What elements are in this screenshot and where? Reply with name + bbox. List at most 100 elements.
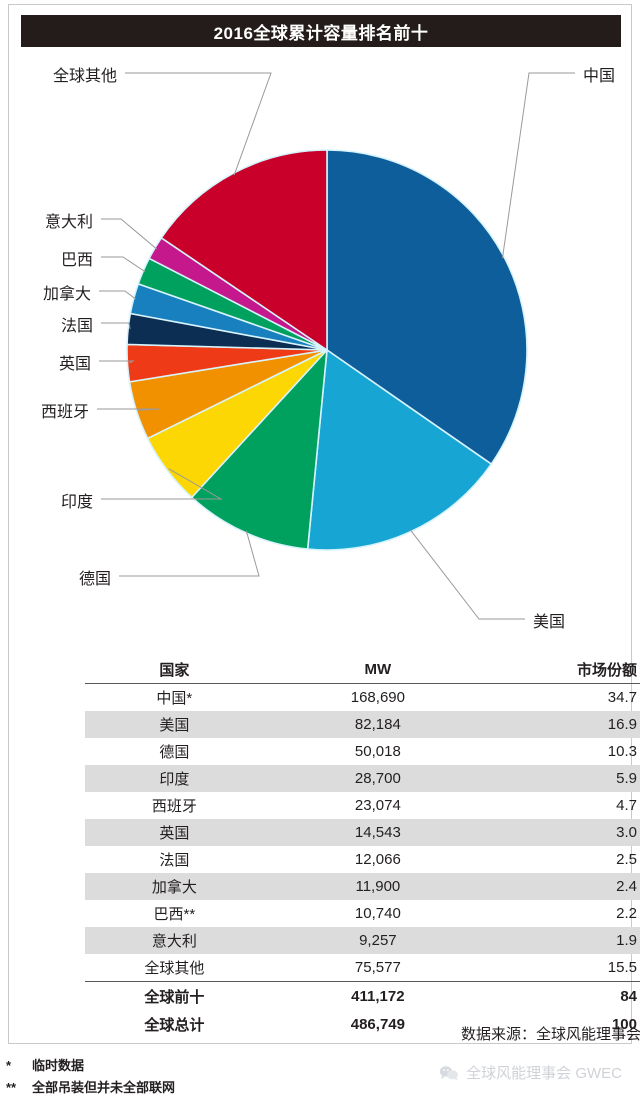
capacity-table: 国家 MW 市场份额 中国* 168,690 34.7 美国 82,184 16.… [85,655,640,1038]
cell-mw: 168,690 [350,689,405,706]
cell-country: 加拿大 [151,879,197,896]
cell-country: 全球总计 [144,1016,205,1034]
pie-label-德国: 德国 [78,571,111,588]
page-title: 2016全球累计容量排名前十 [213,23,429,43]
table-row: 美国 82,184 16.9 [85,711,640,738]
pie-label-法国: 法国 [60,318,93,335]
pie-chart-area: 中国美国 德国 印度 西班牙 英国 法国 加拿大 巴西 意大利 全球其他 [9,51,633,651]
table-row: 德国 50,018 10.3 [85,738,640,765]
pie-label-中国: 中国 [583,68,616,85]
footnote-mark: * [6,1058,12,1073]
table-row: 印度 28,700 5.9 [85,765,640,792]
cell-country: 意大利 [151,933,197,950]
cell-mw: 82,184 [354,716,401,733]
cell-country: 西班牙 [151,798,197,815]
cell-mw: 411,172 [351,987,405,1005]
pie-chart [97,72,575,620]
footnote-item: * 临时数据 [6,1055,175,1077]
cell-mw: 486,749 [350,1015,405,1033]
cell-country: 全球其他 [144,960,205,977]
table-row: 法国 12,066 2.5 [85,846,640,873]
leader-line-意大利 [101,218,158,250]
cell-country: 英国 [159,825,190,842]
cell-mw: 28,700 [354,770,401,787]
table-row: 西班牙 23,074 4.7 [85,792,640,819]
pie-label-西班牙: 西班牙 [40,404,89,421]
cell-mw: 12,066 [354,851,401,868]
pie-slice-全球其他 [160,149,328,352]
table-row: 全球其他 75,577 15.5 [85,954,640,981]
pie-label-印度: 印度 [60,494,93,511]
cell-mw: 11,900 [355,878,401,895]
table-header-row: 国家 MW 市场份额 [85,655,640,683]
leader-line-巴西 [101,256,146,273]
table-total-row: 全球总计 486,749 100 [85,1010,640,1038]
table-row: 意大利 9,257 1.9 [85,927,640,954]
watermark-text: 全球风能理事会 GWEC [466,1065,622,1082]
cell-country: 巴西** [153,906,196,923]
pie-label-巴西: 巴西 [60,252,93,269]
column-header-share: 市场份额 [576,661,637,679]
cell-country: 法国 [159,852,190,869]
table-totals: 全球前十 411,172 84 全球总计 486,749 100 [85,981,640,1038]
table-row: 加拿大 11,900 2.4 [85,873,640,900]
chart-title-bar: 2016全球累计容量排名前十 [21,15,621,47]
footnote-list: * 临时数据 ** 全部吊装但并未全部联网 [6,1055,175,1099]
cell-share: 84 [620,987,637,1005]
leader-line-美国 [409,529,525,620]
cell-share: 4.7 [616,797,637,814]
column-header-country: 国家 [159,661,190,679]
column-header-mw: MW [364,660,392,678]
cell-mw: 10,740 [354,905,401,922]
report-card: 2016全球累计容量排名前十 中国 美国 德国 印度 西班牙 英国 法国 加拿大 巴西 意大利 全球… [8,4,640,1044]
leader-line-法国 [101,322,131,330]
pie-slice-德国 [190,347,329,550]
cell-share: 1.9 [616,932,637,949]
pie-label-意大利: 意大利 [44,214,93,231]
pie-label-全球其他: 全球其他 [52,68,117,85]
leader-line-印度 [101,468,223,500]
cell-share: 15.5 [607,959,637,976]
cell-share: 100 [611,1015,637,1033]
pie-label-加拿大: 加拿大 [42,286,91,303]
cell-mw: 75,577 [354,959,401,976]
table-total-row: 全球前十 411,172 84 [85,981,640,1010]
cell-country: 美国 [159,717,190,734]
leader-line-西班牙 [97,408,160,411]
cell-mw: 9,257 [359,932,397,949]
table-row: 中国* 168,690 34.7 [85,683,640,711]
cell-share: 16.9 [607,716,637,733]
pie-slice-中国 [326,149,528,466]
leader-line-加拿大 [99,290,136,300]
table-row: 巴西** 10,740 2.2 [85,900,640,927]
footnote-text: 临时数据 [32,1058,85,1073]
cell-share: 5.9 [616,770,637,787]
cell-share: 3.0 [616,824,637,841]
cell-mw: 23,074 [354,797,401,814]
data-source: 数据来源：全球风能理事会 [460,1026,640,1043]
footnote-text: 全部吊装但并未全部联网 [32,1080,176,1095]
watermark: 全球风能理事会 GWEC [439,1062,622,1083]
footnote-mark: ** [6,1080,17,1095]
pie-label-英国: 英国 [58,356,91,373]
cell-mw: 14,543 [354,824,401,841]
cell-share: 34.7 [607,689,637,706]
cell-country: 印度 [159,771,190,788]
cell-share: 2.4 [616,878,637,895]
cell-share: 10.3 [607,743,637,760]
leader-line-英国 [99,360,135,364]
cell-country: 德国 [159,744,190,761]
cell-mw: 50,018 [354,743,401,760]
leader-line-全球其他 [125,72,272,176]
cell-country: 全球前十 [144,988,205,1006]
leader-line-中国 [501,72,575,259]
cell-share: 2.5 [616,851,637,868]
leader-line-德国 [119,530,260,577]
footnote-item: ** 全部吊装但并未全部联网 [6,1077,175,1099]
table-body: 中国* 168,690 34.7 美国 82,184 16.9 德国 50,018 … [85,683,640,981]
pie-label-美国: 美国 [533,614,566,631]
cell-share: 2.2 [616,905,637,922]
table-row: 英国 14,543 3.0 [85,819,640,846]
cell-country: 中国* [156,690,193,707]
wechat-icon [439,1065,459,1081]
